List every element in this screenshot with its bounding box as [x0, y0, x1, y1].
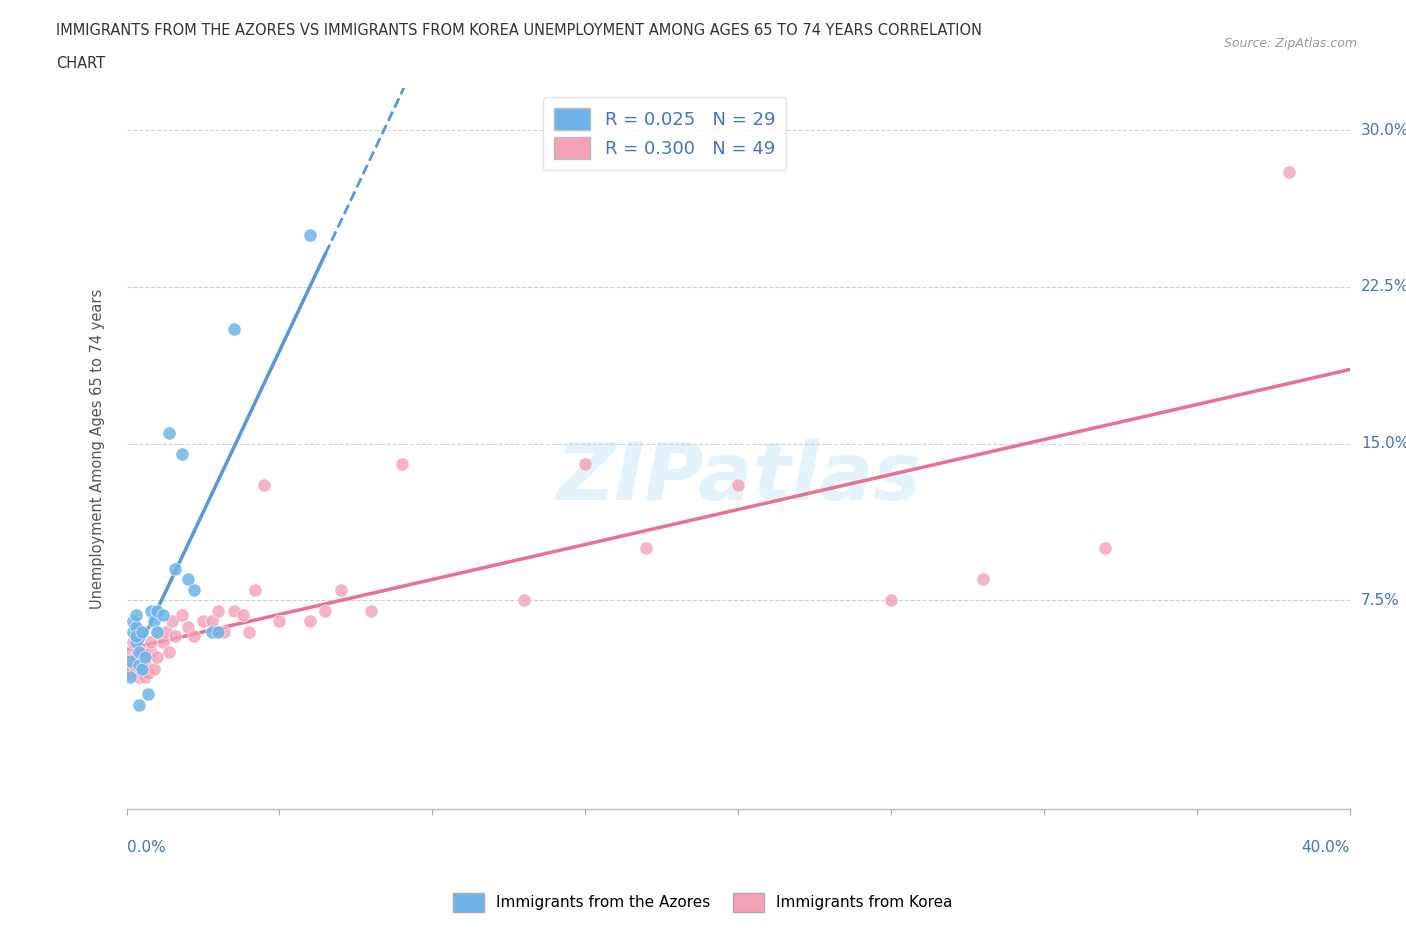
Text: 30.0%: 30.0%	[1361, 123, 1406, 138]
Point	[139, 604, 162, 618]
Text: 0.0%: 0.0%	[127, 840, 166, 855]
Point	[214, 624, 236, 639]
Text: ZIPatlas: ZIPatlas	[555, 439, 921, 516]
Point	[139, 645, 162, 660]
Point	[128, 670, 150, 684]
Point	[165, 562, 187, 577]
Legend: Immigrants from the Azores, Immigrants from Korea: Immigrants from the Azores, Immigrants f…	[447, 887, 959, 918]
Point	[136, 686, 159, 701]
Point	[157, 426, 180, 441]
Point	[391, 457, 413, 472]
Text: 15.0%: 15.0%	[1361, 436, 1406, 451]
Point	[201, 614, 224, 629]
Point	[972, 572, 994, 587]
Point	[118, 654, 141, 669]
Point	[146, 649, 169, 664]
Point	[121, 656, 143, 671]
Point	[134, 649, 156, 664]
Point	[329, 582, 352, 597]
Point	[207, 604, 229, 618]
Text: IMMIGRANTS FROM THE AZORES VS IMMIGRANTS FROM KOREA UNEMPLOYMENT AMONG AGES 65 T: IMMIGRANTS FROM THE AZORES VS IMMIGRANTS…	[56, 23, 983, 38]
Point	[170, 607, 193, 622]
Point	[1094, 540, 1116, 555]
Legend: R = 0.025   N = 29, R = 0.300   N = 49: R = 0.025 N = 29, R = 0.300 N = 49	[543, 98, 786, 170]
Text: Source: ZipAtlas.com: Source: ZipAtlas.com	[1223, 37, 1357, 50]
Point	[1277, 165, 1299, 179]
Text: 7.5%: 7.5%	[1361, 592, 1399, 607]
Point	[727, 478, 749, 493]
Text: CHART: CHART	[56, 56, 105, 71]
Point	[299, 227, 322, 242]
Point	[636, 540, 658, 555]
Point	[118, 666, 141, 681]
Point	[128, 624, 150, 639]
Point	[128, 658, 150, 672]
Point	[128, 645, 150, 660]
Point	[128, 698, 150, 712]
Point	[136, 666, 159, 681]
Point	[177, 620, 200, 635]
Point	[177, 572, 200, 587]
Point	[125, 620, 148, 635]
Point	[143, 661, 166, 676]
Point	[139, 634, 162, 649]
Point	[146, 624, 169, 639]
Point	[314, 604, 336, 618]
Point	[165, 629, 187, 644]
Point	[152, 607, 174, 622]
Point	[222, 321, 245, 336]
Point	[170, 446, 193, 461]
Point	[125, 661, 148, 676]
Point	[152, 634, 174, 649]
Point	[162, 614, 184, 629]
Point	[146, 624, 169, 639]
Point	[146, 604, 169, 618]
Y-axis label: Unemployment Among Ages 65 to 74 years: Unemployment Among Ages 65 to 74 years	[90, 288, 105, 609]
Point	[143, 614, 166, 629]
Point	[131, 658, 153, 672]
Point	[131, 624, 153, 639]
Point	[253, 478, 276, 493]
Point	[207, 624, 229, 639]
Point	[299, 614, 322, 629]
Text: 22.5%: 22.5%	[1361, 279, 1406, 294]
Point	[513, 592, 536, 607]
Point	[125, 649, 148, 664]
Point	[191, 614, 214, 629]
Point	[360, 604, 382, 618]
Text: 40.0%: 40.0%	[1302, 840, 1350, 855]
Point	[155, 624, 177, 639]
Point	[183, 582, 205, 597]
Point	[880, 592, 903, 607]
Point	[131, 645, 153, 660]
Point	[269, 614, 291, 629]
Point	[183, 629, 205, 644]
Point	[118, 645, 141, 660]
Point	[121, 614, 143, 629]
Point	[125, 629, 148, 644]
Point	[201, 624, 224, 639]
Point	[134, 670, 156, 684]
Point	[243, 582, 266, 597]
Point	[121, 634, 143, 649]
Point	[121, 624, 143, 639]
Point	[125, 607, 148, 622]
Point	[574, 457, 596, 472]
Point	[157, 645, 180, 660]
Point	[134, 656, 156, 671]
Point	[125, 634, 148, 649]
Point	[131, 661, 153, 676]
Point	[238, 624, 260, 639]
Point	[232, 607, 254, 622]
Point	[118, 670, 141, 684]
Point	[222, 604, 245, 618]
